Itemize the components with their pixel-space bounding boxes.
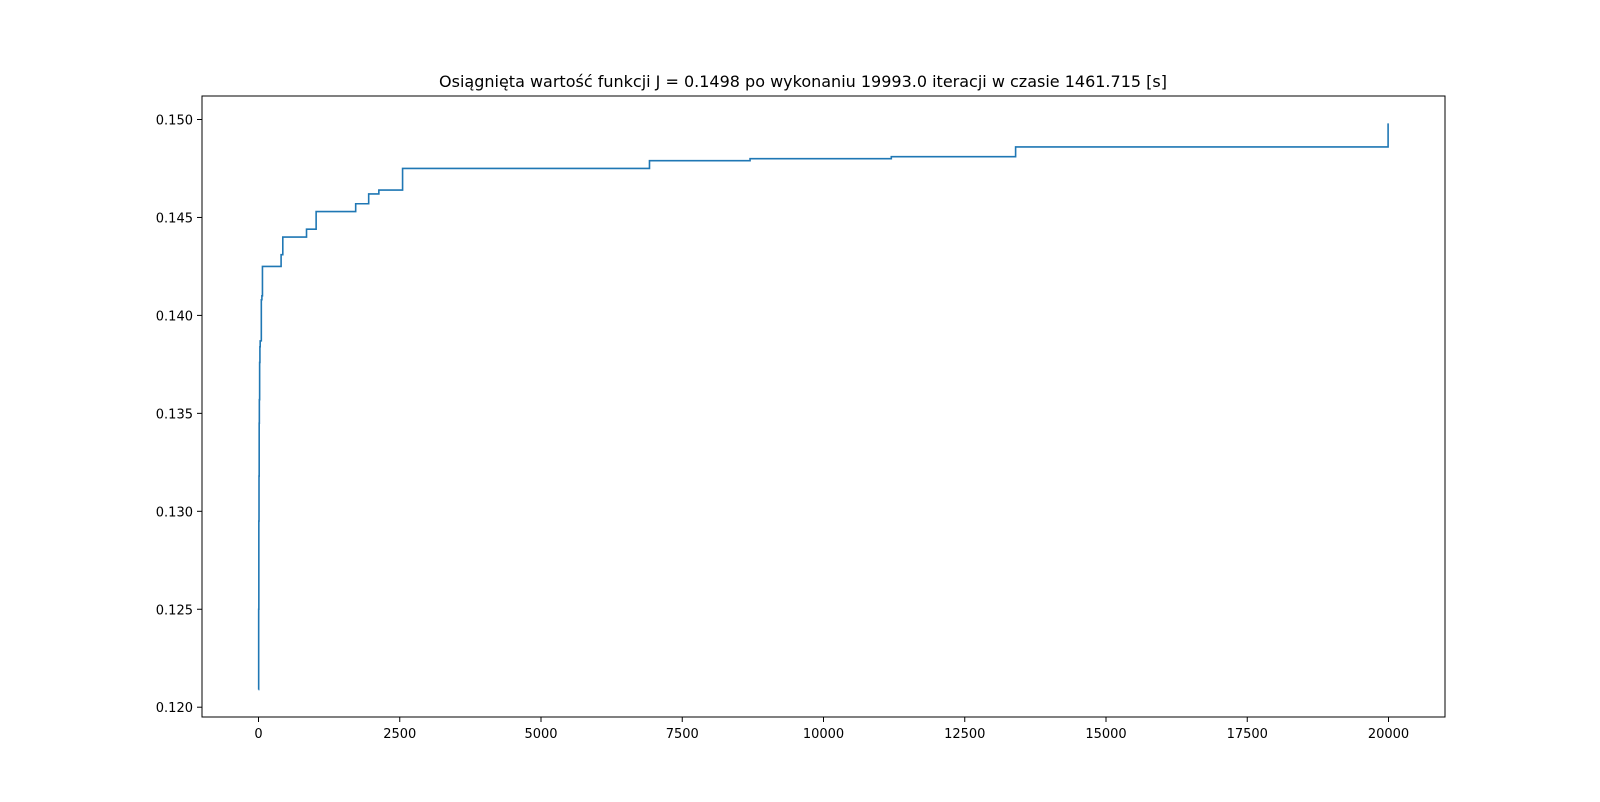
y-tick-label: 0.135 xyxy=(156,407,193,422)
x-tick-label: 0 xyxy=(254,727,262,742)
x-axis: 0 2500 5000 7500 10000 12500 15000 17500 20000 xyxy=(254,717,1409,742)
plot-area: 0 2500 5000 7500 10000 12500 15000 17500 20000 0… xyxy=(156,95,1446,742)
x-tick-label: 2500 xyxy=(383,727,416,742)
y-tick-label: 0.150 xyxy=(156,114,193,129)
chart-title: Osiągnięta wartość funkcji J = 0.1498 po… xyxy=(439,72,1167,91)
x-tick-label: 12500 xyxy=(944,727,985,742)
y-tick-label: 0.120 xyxy=(156,701,193,716)
x-tick-label: 5000 xyxy=(524,727,557,742)
y-axis: 0.120 0.125 0.130 0.135 0.140 0.145 0.150 xyxy=(156,114,202,716)
y-tick-label: 0.125 xyxy=(156,603,193,618)
x-tick-label: 20000 xyxy=(1368,727,1409,742)
y-tick-label: 0.140 xyxy=(156,309,193,324)
x-tick-label: 7500 xyxy=(666,727,699,742)
series-line xyxy=(257,123,1389,691)
x-tick-label: 17500 xyxy=(1227,727,1268,742)
x-tick-label: 15000 xyxy=(1085,727,1126,742)
x-tick-label: 10000 xyxy=(803,727,844,742)
y-tick-label: 0.145 xyxy=(156,211,193,226)
y-tick-label: 0.130 xyxy=(156,505,193,520)
series-layer xyxy=(257,123,1389,691)
